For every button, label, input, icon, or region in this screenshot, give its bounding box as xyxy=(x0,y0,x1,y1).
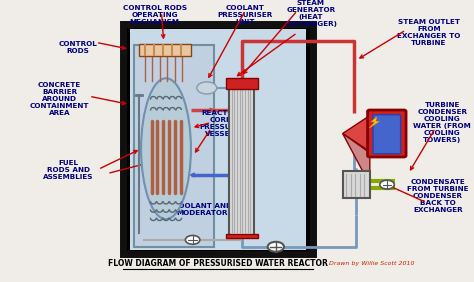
Text: FUEL
RODS AND
ASSEMBLIES: FUEL RODS AND ASSEMBLIES xyxy=(44,160,94,180)
Circle shape xyxy=(185,235,200,244)
Ellipse shape xyxy=(141,78,191,219)
Bar xyxy=(139,44,191,56)
Polygon shape xyxy=(343,133,370,185)
Text: STEAM
GENERATOR
(HEAT
EXCHANGER): STEAM GENERATOR (HEAT EXCHANGER) xyxy=(284,0,337,27)
Text: COOLANT
PRESSURISER
UNIT: COOLANT PRESSURISER UNIT xyxy=(218,5,273,25)
Circle shape xyxy=(380,180,394,189)
Text: REACTOR
CORE
PRESSURE
VESSEL: REACTOR CORE PRESSURE VESSEL xyxy=(200,110,241,137)
Bar xyxy=(226,233,257,238)
FancyBboxPatch shape xyxy=(367,110,406,157)
Bar xyxy=(130,28,306,250)
Polygon shape xyxy=(343,116,370,151)
FancyBboxPatch shape xyxy=(373,115,401,154)
Text: TURBINE
CONDENSER
COOLING
WATER (FROM
COOLING
TOWERS): TURBINE CONDENSER COOLING WATER (FROM CO… xyxy=(413,102,471,143)
Bar xyxy=(343,171,370,199)
Bar xyxy=(229,84,255,236)
Bar xyxy=(134,45,214,247)
Text: CONDENSATE
FROM TURBINE
CONDENSER
BACK TO
EXCHANGER: CONDENSATE FROM TURBINE CONDENSER BACK T… xyxy=(407,179,468,213)
Text: COOLANT AND
MODERATOR: COOLANT AND MODERATOR xyxy=(173,202,232,215)
Text: CONTROL RODS
OPERATING
MECHANISM: CONTROL RODS OPERATING MECHANISM xyxy=(123,5,187,25)
Circle shape xyxy=(268,242,284,252)
Text: CONTROL
RODS: CONTROL RODS xyxy=(58,41,97,54)
Circle shape xyxy=(197,82,217,94)
Text: FLOW DIAGRAM OF PRESSURISED WATER REACTOR: FLOW DIAGRAM OF PRESSURISED WATER REACTO… xyxy=(108,259,328,268)
Bar xyxy=(123,24,313,254)
Text: Drawn by Willie Scott 2010: Drawn by Willie Scott 2010 xyxy=(329,261,415,266)
Text: CONCRETE
BARRIER
AROUND
CONTAINMENT
AREA: CONCRETE BARRIER AROUND CONTAINMENT AREA xyxy=(30,82,89,116)
Polygon shape xyxy=(369,117,379,128)
Text: STEAM OUTLET
FROM
EXCHANGER TO
TURBINE: STEAM OUTLET FROM EXCHANGER TO TURBINE xyxy=(397,19,460,46)
Bar xyxy=(226,78,257,89)
